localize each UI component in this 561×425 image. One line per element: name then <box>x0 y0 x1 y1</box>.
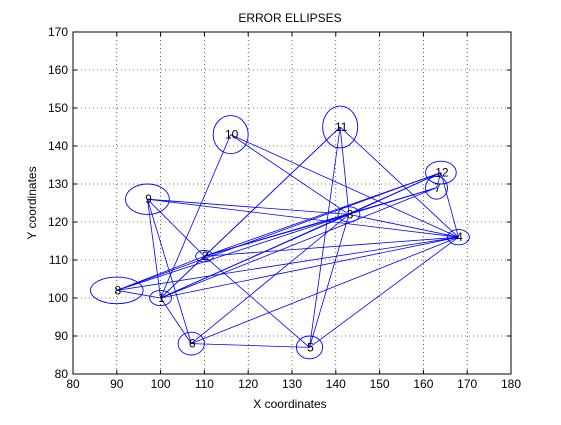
error-ellipse <box>337 206 361 223</box>
point-label: 9 <box>145 192 152 206</box>
chart-title: ERROR ELLIPSES <box>238 11 341 25</box>
x-tick-label: 170 <box>457 377 477 391</box>
connection-line <box>309 236 459 348</box>
error-ellipse <box>125 183 170 215</box>
connection-line <box>348 172 442 215</box>
connection-line <box>339 126 350 215</box>
x-tick-label: 80 <box>66 377 80 391</box>
error-ellipse <box>322 105 359 149</box>
connection-line <box>147 198 205 257</box>
x-tick-label: 150 <box>370 377 390 391</box>
error-ellipse <box>195 250 214 263</box>
connection-line <box>204 236 459 257</box>
connection-line <box>191 236 459 344</box>
connection-line <box>204 172 442 257</box>
x-tick-label: 180 <box>501 377 521 391</box>
y-tick-label: 80 <box>55 367 69 381</box>
point-label: 6 <box>189 337 196 351</box>
connection-line <box>436 172 442 188</box>
point-label: 12 <box>435 166 449 180</box>
error-ellipse <box>425 175 448 200</box>
error-ellipse <box>295 335 324 360</box>
connection-line <box>160 297 192 344</box>
connection-line <box>204 126 341 257</box>
point-label: 11 <box>335 120 348 134</box>
x-tick-label: 120 <box>238 377 258 391</box>
point-label: 5 <box>307 340 314 354</box>
connection-line <box>116 214 350 291</box>
y-tick-label: 160 <box>48 63 68 77</box>
y-tick-label: 100 <box>48 291 68 305</box>
connection-line <box>309 126 341 348</box>
connection-line <box>160 236 459 299</box>
error-ellipse <box>447 229 470 246</box>
y-axis-label: Y coordinates <box>25 166 39 239</box>
connection-line <box>348 187 437 215</box>
connection-line <box>230 134 459 238</box>
connection-line <box>147 198 349 215</box>
point-label: 2 <box>202 249 209 263</box>
connection-line <box>116 236 459 291</box>
y-tick-label: 90 <box>55 329 69 343</box>
error-ellipse <box>177 331 205 356</box>
connection-line <box>147 199 161 299</box>
connection-line <box>147 198 459 238</box>
connection-line <box>309 214 350 348</box>
x-tick-label: 140 <box>326 377 346 391</box>
connection-line <box>116 172 442 291</box>
connection-line <box>160 187 437 299</box>
connection-line <box>348 214 459 238</box>
y-tick-label: 110 <box>49 253 68 267</box>
x-tick-label: 90 <box>110 377 124 391</box>
connection-line <box>116 290 161 299</box>
x-tick-label: 110 <box>195 377 214 391</box>
connection-line <box>191 343 310 348</box>
point-label: 1 <box>158 291 165 305</box>
connection-line <box>204 255 310 348</box>
error-ellipse <box>90 276 144 305</box>
y-tick-label: 140 <box>48 139 68 153</box>
plot-area: 80 90 100 110 120 130 140 150 160 170 180809010011… <box>48 25 521 391</box>
error-ellipse <box>425 160 457 185</box>
y-tick-label: 150 <box>48 101 68 115</box>
connection-line <box>160 134 232 299</box>
point-label: 7 <box>434 181 441 195</box>
y-tick-label: 120 <box>48 215 68 229</box>
x-axis-label: X coordinates <box>253 397 326 411</box>
y-tick-label: 170 <box>48 25 68 39</box>
connection-line <box>191 214 350 344</box>
connection-line <box>230 134 350 215</box>
x-tick-label: 160 <box>413 377 433 391</box>
error-ellipse <box>149 289 173 307</box>
connection-line <box>339 126 459 238</box>
point-label: 3 <box>347 207 354 221</box>
point-label: 8 <box>114 283 121 297</box>
connection-line <box>147 199 192 344</box>
x-tick-label: 100 <box>151 377 171 391</box>
error-ellipse <box>212 115 249 155</box>
x-tick-label: 130 <box>282 377 302 391</box>
point-label: 10 <box>225 128 239 142</box>
y-tick-label: 130 <box>48 177 68 191</box>
point-label: 4 <box>456 230 463 244</box>
